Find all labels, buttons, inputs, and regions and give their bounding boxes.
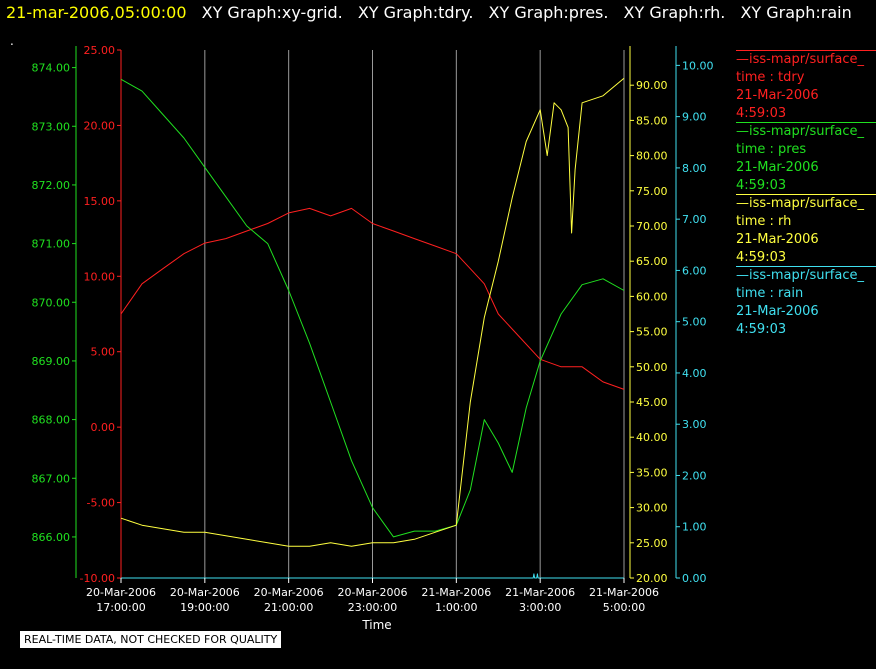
tdry-axis-tick-label: 5.00 [91, 346, 116, 359]
pres-axis-tick-label: 874.00 [32, 62, 71, 75]
tdry-axis-tick-label: -10.00 [80, 572, 115, 585]
rain-axis-tick-label: 5.00 [682, 316, 707, 329]
legend-date: 21-Mar-2006 [736, 160, 819, 175]
legend-var: time : rain [736, 286, 804, 301]
tdry-axis-tick-label: -5.00 [87, 497, 115, 510]
tdry-series-line [120, 207, 625, 390]
tdry-axis-tick-label: 20.00 [84, 119, 116, 132]
rain-axis-tick-label: 3.00 [682, 418, 707, 431]
x-tick-date: 20-Mar-2006 [86, 586, 156, 599]
pres-axis-tick-label: 871.00 [32, 238, 71, 251]
legend-source: —iss-mapr/surface_ [736, 50, 876, 69]
rh-axis-tick-label: 90.00 [636, 79, 668, 92]
tdry-axis-tick-label: 15.00 [84, 195, 116, 208]
legend-time: 4:59:03 [736, 250, 787, 265]
rh-axis-tick-label: 75.00 [636, 185, 668, 198]
rain-axis-tick-label: 1.00 [682, 521, 707, 534]
tdry-axis-tick-label: 25.00 [84, 44, 116, 57]
rh-axis-tick-label: 30.00 [636, 502, 668, 515]
legend-date: 21-Mar-2006 [736, 304, 819, 319]
rh-axis-tick-label: 40.00 [636, 431, 668, 444]
rh-axis-tick-label: 60.00 [636, 290, 668, 303]
x-tick-date: 20-Mar-2006 [170, 586, 240, 599]
rain-axis-tick-label: 0.00 [682, 572, 707, 585]
x-tick-date: 20-Mar-2006 [338, 586, 408, 599]
rain-axis-tick-label: 4.00 [682, 367, 707, 380]
x-tick-time: 3:00:00 [519, 601, 561, 614]
tdry-axis-tick-label: 10.00 [84, 270, 116, 283]
x-tick-time: 19:00:00 [180, 601, 229, 614]
graph-title-rain: XY Graph:rain [740, 3, 852, 22]
x-tick-time: 1:00:00 [435, 601, 477, 614]
graph-title-xy-grid: XY Graph:xy-grid. [201, 3, 343, 22]
rh-axis-tick-label: 85.00 [636, 114, 668, 127]
rh-series-line [120, 77, 625, 547]
rain-axis-tick-label: 8.00 [682, 162, 707, 175]
x-tick-time: 23:00:00 [348, 601, 397, 614]
pres-axis-tick-label: 869.00 [32, 355, 71, 368]
graph-title-pres: XY Graph:pres. [488, 3, 609, 22]
header-bar: 21-mar-2006,05:00:00 XY Graph:xy-grid. X… [6, 3, 852, 22]
graph-title-rh: XY Graph:rh. [623, 3, 726, 22]
rh-axis-tick-label: 45.00 [636, 396, 668, 409]
pres-axis-tick-label: 868.00 [32, 414, 71, 427]
rain-axis-tick-label: 10.00 [682, 59, 714, 72]
legend-entry-rh: —iss-mapr/surface_ time : rh 21-Mar-2006… [736, 194, 876, 267]
rh-axis-tick-label: 25.00 [636, 537, 668, 550]
legend-source: —iss-mapr/surface_ [736, 194, 876, 213]
legend-entry-pres: —iss-mapr/surface_ time : pres 21-Mar-20… [736, 122, 876, 195]
x-tick-date: 21-Mar-2006 [505, 586, 575, 599]
legend-date: 21-Mar-2006 [736, 88, 819, 103]
quality-notice: REAL-TIME DATA, NOT CHECKED FOR QUALITY [20, 631, 282, 648]
legend-entry-tdry: —iss-mapr/surface_ time : tdry 21-Mar-20… [736, 50, 876, 123]
legend-var: time : pres [736, 142, 807, 157]
pres-axis-tick-label: 872.00 [32, 179, 71, 192]
legend-var: time : tdry [736, 70, 805, 85]
header-timestamp: 21-mar-2006,05:00:00 [6, 3, 187, 22]
legend-time: 4:59:03 [736, 178, 787, 193]
rh-axis-tick-label: 35.00 [636, 466, 668, 479]
rain-axis-tick-label: 9.00 [682, 111, 707, 124]
graph-title-tdry: XY Graph:tdry. [357, 3, 474, 22]
rh-axis-tick-label: 50.00 [636, 361, 668, 374]
legend-time: 4:59:03 [736, 322, 787, 337]
x-tick-date: 21-Mar-2006 [589, 586, 659, 599]
pres-axis-tick-label: 866.00 [32, 531, 71, 544]
legend-source: —iss-mapr/surface_ [736, 266, 876, 285]
rain-axis-tick-label: 7.00 [682, 213, 707, 226]
legend-time: 4:59:03 [736, 106, 787, 121]
legend-entry-rain: —iss-mapr/surface_ time : rain 21-Mar-20… [736, 266, 876, 339]
tdry-axis-tick-label: 0.00 [91, 421, 116, 434]
rain-axis-tick-label: 6.00 [682, 264, 707, 277]
legend-source: —iss-mapr/surface_ [736, 122, 876, 141]
marker-dot: . [10, 34, 14, 48]
x-tick-date: 20-Mar-2006 [254, 586, 324, 599]
pres-axis-tick-label: 867.00 [32, 472, 71, 485]
x-tick-time: 5:00:00 [603, 601, 645, 614]
rh-axis-tick-label: 65.00 [636, 255, 668, 268]
rain-axis-tick-label: 2.00 [682, 469, 707, 482]
legend-var: time : rh [736, 214, 792, 229]
rh-axis-tick-label: 80.00 [636, 150, 668, 163]
legend-date: 21-Mar-2006 [736, 232, 819, 247]
pres-series-line [120, 78, 625, 538]
x-tick-time: 17:00:00 [96, 601, 145, 614]
rh-axis-tick-label: 55.00 [636, 326, 668, 339]
rh-axis-tick-label: 20.00 [636, 572, 668, 585]
rh-axis-tick-label: 70.00 [636, 220, 668, 233]
pres-axis-tick-label: 870.00 [32, 296, 71, 309]
rain-series-line [121, 573, 624, 579]
pres-axis-tick-label: 873.00 [32, 120, 71, 133]
x-tick-date: 21-Mar-2006 [421, 586, 491, 599]
x-axis-label: Time [361, 618, 391, 632]
x-tick-time: 21:00:00 [264, 601, 313, 614]
